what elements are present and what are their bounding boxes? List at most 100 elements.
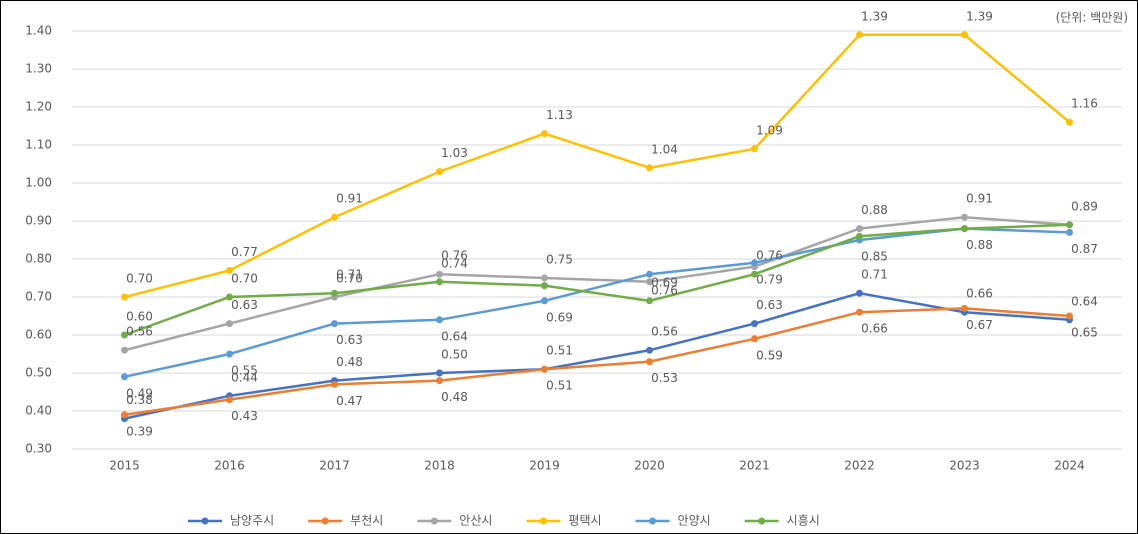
data-point <box>751 335 758 343</box>
data-point <box>436 377 443 385</box>
y-tick-label: 1.30 <box>25 62 52 76</box>
data-label: 0.50 <box>441 348 468 362</box>
x-tick-label: 2019 <box>529 459 560 473</box>
data-point <box>226 293 233 301</box>
data-label: 0.70 <box>126 272 153 286</box>
data-point <box>646 270 653 278</box>
data-label: 0.74 <box>441 256 468 270</box>
data-point <box>121 293 128 301</box>
data-label: 0.88 <box>966 238 993 252</box>
data-point <box>226 266 233 274</box>
data-point <box>436 316 443 324</box>
data-label: 0.51 <box>546 379 573 393</box>
data-label: 0.60 <box>126 310 153 324</box>
data-label: 0.88 <box>861 203 888 217</box>
data-point <box>331 320 338 328</box>
data-label: 0.69 <box>651 275 678 289</box>
data-label: 0.66 <box>966 287 993 301</box>
data-label: 0.39 <box>126 424 153 438</box>
data-label: 0.65 <box>1071 326 1098 340</box>
data-point <box>961 304 968 312</box>
y-tick-label: 0.40 <box>25 404 52 418</box>
y-tick-label: 0.70 <box>25 290 52 304</box>
data-label: 0.75 <box>546 253 573 267</box>
data-point <box>646 346 653 354</box>
data-label: 0.89 <box>1071 199 1098 213</box>
data-point <box>646 297 653 305</box>
x-tick-label: 2018 <box>424 459 455 473</box>
data-point <box>436 168 443 176</box>
data-label: 0.55 <box>231 364 258 378</box>
data-point <box>751 270 758 278</box>
data-point <box>541 274 548 282</box>
x-tick-label: 2017 <box>319 459 350 473</box>
data-label: 0.87 <box>1071 242 1098 256</box>
series-line <box>124 33 1071 299</box>
data-label: 0.67 <box>966 318 993 332</box>
data-point <box>541 297 548 305</box>
data-label: 0.71 <box>336 268 363 282</box>
data-point <box>121 373 128 381</box>
data-label: 0.59 <box>756 348 783 362</box>
legend-label: 시흥시 <box>787 514 820 528</box>
data-label: 1.13 <box>546 108 573 122</box>
y-tick-label: 0.50 <box>25 366 52 380</box>
data-point <box>961 31 968 39</box>
data-label: 0.91 <box>336 192 363 206</box>
data-point <box>1066 312 1073 320</box>
legend-label: 부천시 <box>350 513 383 528</box>
data-label: 0.70 <box>231 272 258 286</box>
data-label: 0.48 <box>336 355 363 369</box>
data-point <box>856 289 863 297</box>
data-label: 0.63 <box>336 333 363 347</box>
data-point <box>856 308 863 316</box>
data-label: 0.91 <box>966 192 993 206</box>
legend-marker <box>321 517 329 525</box>
data-point <box>646 358 653 366</box>
data-point <box>226 350 233 358</box>
x-tick-label: 2020 <box>634 459 665 473</box>
data-label: 0.64 <box>1071 294 1098 308</box>
data-point <box>331 213 338 221</box>
data-point <box>856 232 863 240</box>
x-tick-label: 2022 <box>844 459 875 473</box>
x-tick-label: 2024 <box>1054 459 1085 473</box>
data-label: 1.09 <box>756 123 783 137</box>
data-label: 0.53 <box>651 371 678 385</box>
data-point <box>751 259 758 267</box>
data-point <box>1066 221 1073 229</box>
data-point <box>751 320 758 328</box>
data-label: 0.64 <box>441 329 468 343</box>
y-tick-label: 1.20 <box>25 100 52 114</box>
data-label: 0.43 <box>231 409 258 423</box>
y-tick-label: 0.30 <box>25 442 52 456</box>
x-tick-label: 2021 <box>739 459 770 473</box>
data-label: 0.44 <box>231 370 258 384</box>
data-point <box>541 365 548 373</box>
legend-marker <box>758 517 766 525</box>
data-point <box>331 289 338 297</box>
data-point <box>541 282 548 290</box>
data-label: 0.71 <box>861 268 888 282</box>
data-label: 0.47 <box>336 394 363 408</box>
data-label: 0.49 <box>126 386 153 400</box>
data-label: 0.51 <box>546 344 573 358</box>
data-label: 0.76 <box>756 249 783 263</box>
data-label: 0.66 <box>861 322 888 336</box>
data-label: 0.85 <box>861 250 888 264</box>
data-label: 0.69 <box>546 310 573 324</box>
data-label: 1.04 <box>651 142 678 156</box>
unit-annotation: (단위: 백만원) <box>1056 11 1128 25</box>
y-tick-label: 1.40 <box>25 24 52 38</box>
legend-marker <box>430 517 438 525</box>
data-point <box>1066 118 1073 126</box>
data-point <box>961 225 968 233</box>
y-tick-label: 0.60 <box>25 328 52 342</box>
data-point <box>436 369 443 377</box>
legend-marker <box>539 517 547 525</box>
data-point <box>121 411 128 419</box>
data-point <box>856 31 863 39</box>
data-label: 0.56 <box>651 325 678 339</box>
data-point <box>331 380 338 388</box>
